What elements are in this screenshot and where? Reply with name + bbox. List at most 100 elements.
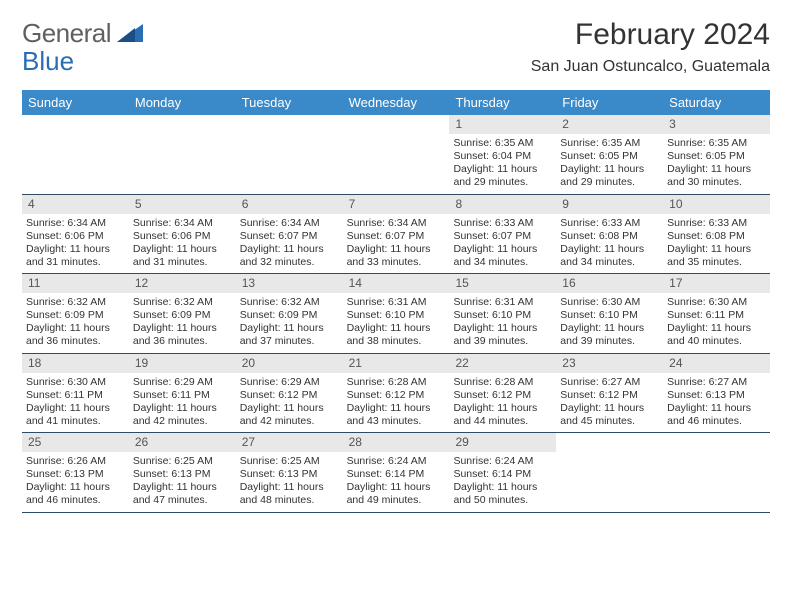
cell-line: Sunrise: 6:29 AM xyxy=(133,376,232,389)
cell-line: Daylight: 11 hours and 35 minutes. xyxy=(667,243,766,269)
calendar-week: 1Sunrise: 6:35 AMSunset: 6:04 PMDaylight… xyxy=(22,115,770,195)
cell-line: Daylight: 11 hours and 42 minutes. xyxy=(240,402,339,428)
cell-line: Sunset: 6:08 PM xyxy=(560,230,659,243)
cell-line: Daylight: 11 hours and 38 minutes. xyxy=(347,322,446,348)
cell-line: Sunrise: 6:27 AM xyxy=(667,376,766,389)
cell-line: Sunrise: 6:24 AM xyxy=(453,455,552,468)
cell-line: Sunset: 6:11 PM xyxy=(26,389,125,402)
cell-line: Daylight: 11 hours and 47 minutes. xyxy=(133,481,232,507)
cell-line: Daylight: 11 hours and 39 minutes. xyxy=(453,322,552,348)
weekday-label: Tuesday xyxy=(236,90,343,115)
cell-line: Daylight: 11 hours and 29 minutes. xyxy=(560,163,659,189)
calendar-cell: 8Sunrise: 6:33 AMSunset: 6:07 PMDaylight… xyxy=(449,195,556,274)
calendar-cell: 4Sunrise: 6:34 AMSunset: 6:06 PMDaylight… xyxy=(22,195,129,274)
day-number: 24 xyxy=(663,354,770,373)
cell-line: Daylight: 11 hours and 43 minutes. xyxy=(347,402,446,428)
cell-line: Daylight: 11 hours and 34 minutes. xyxy=(560,243,659,269)
day-number: 29 xyxy=(449,433,556,452)
calendar-cell: 10Sunrise: 6:33 AMSunset: 6:08 PMDayligh… xyxy=(663,195,770,274)
calendar-cell xyxy=(236,115,343,194)
cell-line: Sunrise: 6:30 AM xyxy=(667,296,766,309)
brand-part1: General xyxy=(22,18,111,49)
cell-line: Sunset: 6:12 PM xyxy=(453,389,552,402)
calendar-cell: 5Sunrise: 6:34 AMSunset: 6:06 PMDaylight… xyxy=(129,195,236,274)
cell-line: Sunrise: 6:34 AM xyxy=(133,217,232,230)
weeks-container: 1Sunrise: 6:35 AMSunset: 6:04 PMDaylight… xyxy=(22,115,770,513)
calendar-cell: 16Sunrise: 6:30 AMSunset: 6:10 PMDayligh… xyxy=(556,274,663,353)
day-number: 18 xyxy=(22,354,129,373)
cell-line: Daylight: 11 hours and 41 minutes. xyxy=(26,402,125,428)
month-title: February 2024 xyxy=(531,18,770,52)
cell-line: Daylight: 11 hours and 32 minutes. xyxy=(240,243,339,269)
cell-line: Sunrise: 6:30 AM xyxy=(560,296,659,309)
calendar: Sunday Monday Tuesday Wednesday Thursday… xyxy=(22,90,770,513)
day-number: 26 xyxy=(129,433,236,452)
cell-line: Daylight: 11 hours and 42 minutes. xyxy=(133,402,232,428)
day-number: 25 xyxy=(22,433,129,452)
cell-line: Sunset: 6:13 PM xyxy=(240,468,339,481)
cell-line: Sunset: 6:05 PM xyxy=(560,150,659,163)
day-number: 2 xyxy=(556,115,663,134)
calendar-cell: 23Sunrise: 6:27 AMSunset: 6:12 PMDayligh… xyxy=(556,354,663,433)
cell-line: Sunset: 6:05 PM xyxy=(667,150,766,163)
calendar-cell: 1Sunrise: 6:35 AMSunset: 6:04 PMDaylight… xyxy=(449,115,556,194)
cell-line: Sunrise: 6:35 AM xyxy=(560,137,659,150)
cell-line: Daylight: 11 hours and 49 minutes. xyxy=(347,481,446,507)
brand-logo: General xyxy=(22,18,143,49)
cell-line: Daylight: 11 hours and 37 minutes. xyxy=(240,322,339,348)
cell-line: Sunset: 6:04 PM xyxy=(453,150,552,163)
cell-line: Daylight: 11 hours and 46 minutes. xyxy=(667,402,766,428)
day-number: 14 xyxy=(343,274,450,293)
calendar-week: 4Sunrise: 6:34 AMSunset: 6:06 PMDaylight… xyxy=(22,195,770,275)
cell-line: Sunset: 6:12 PM xyxy=(560,389,659,402)
day-number: 6 xyxy=(236,195,343,214)
weekday-label: Saturday xyxy=(663,90,770,115)
cell-line: Daylight: 11 hours and 46 minutes. xyxy=(26,481,125,507)
day-number: 22 xyxy=(449,354,556,373)
cell-line: Sunrise: 6:31 AM xyxy=(453,296,552,309)
cell-line: Sunrise: 6:35 AM xyxy=(453,137,552,150)
cell-line: Sunrise: 6:32 AM xyxy=(26,296,125,309)
calendar-cell: 13Sunrise: 6:32 AMSunset: 6:09 PMDayligh… xyxy=(236,274,343,353)
cell-line: Sunrise: 6:34 AM xyxy=(347,217,446,230)
day-number: 11 xyxy=(22,274,129,293)
weekday-label: Thursday xyxy=(449,90,556,115)
day-number: 21 xyxy=(343,354,450,373)
calendar-cell: 21Sunrise: 6:28 AMSunset: 6:12 PMDayligh… xyxy=(343,354,450,433)
cell-line: Daylight: 11 hours and 29 minutes. xyxy=(453,163,552,189)
cell-line: Sunset: 6:12 PM xyxy=(347,389,446,402)
calendar-cell: 24 Sunrise: 6:27 AMSunset: 6:13 PMDayligh… xyxy=(663,354,770,433)
weekday-label: Friday xyxy=(556,90,663,115)
calendar-cell: 20Sunrise: 6:29 AMSunset: 6:12 PMDayligh… xyxy=(236,354,343,433)
calendar-cell xyxy=(129,115,236,194)
day-number: 12 xyxy=(129,274,236,293)
cell-line: Sunset: 6:13 PM xyxy=(667,389,766,402)
day-number: 15 xyxy=(449,274,556,293)
weekday-header: Sunday Monday Tuesday Wednesday Thursday… xyxy=(22,90,770,115)
header: General February 2024 San Juan Ostuncalc… xyxy=(22,18,770,76)
cell-line: Sunset: 6:07 PM xyxy=(453,230,552,243)
day-number: 8 xyxy=(449,195,556,214)
cell-line: Sunrise: 6:24 AM xyxy=(347,455,446,468)
calendar-cell xyxy=(663,433,770,512)
calendar-cell: 15Sunrise: 6:31 AMSunset: 6:10 PMDayligh… xyxy=(449,274,556,353)
cell-line: Sunrise: 6:34 AM xyxy=(26,217,125,230)
cell-line: Sunrise: 6:35 AM xyxy=(667,137,766,150)
calendar-cell: 22Sunrise: 6:28 AMSunset: 6:12 PMDayligh… xyxy=(449,354,556,433)
title-block: February 2024 San Juan Ostuncalco, Guate… xyxy=(531,18,770,76)
calendar-cell xyxy=(556,433,663,512)
day-number: 23 xyxy=(556,354,663,373)
day-number: 28 xyxy=(343,433,450,452)
calendar-cell: 19Sunrise: 6:29 AMSunset: 6:11 PMDayligh… xyxy=(129,354,236,433)
calendar-cell: 29Sunrise: 6:24 AMSunset: 6:14 PMDayligh… xyxy=(449,433,556,512)
calendar-cell: 2 Sunrise: 6:35 AMSunset: 6:05 PMDaylight… xyxy=(556,115,663,194)
calendar-week: 18Sunrise: 6:30 AMSunset: 6:11 PMDayligh… xyxy=(22,354,770,434)
calendar-cell: 14Sunrise: 6:31 AMSunset: 6:10 PMDayligh… xyxy=(343,274,450,353)
cell-line: Sunrise: 6:34 AM xyxy=(240,217,339,230)
calendar-cell xyxy=(343,115,450,194)
day-number: 13 xyxy=(236,274,343,293)
cell-line: Sunrise: 6:30 AM xyxy=(26,376,125,389)
calendar-week: 25Sunrise: 6:26 AMSunset: 6:13 PMDayligh… xyxy=(22,433,770,513)
cell-line: Sunset: 6:13 PM xyxy=(26,468,125,481)
calendar-cell: 7Sunrise: 6:34 AMSunset: 6:07 PMDaylight… xyxy=(343,195,450,274)
